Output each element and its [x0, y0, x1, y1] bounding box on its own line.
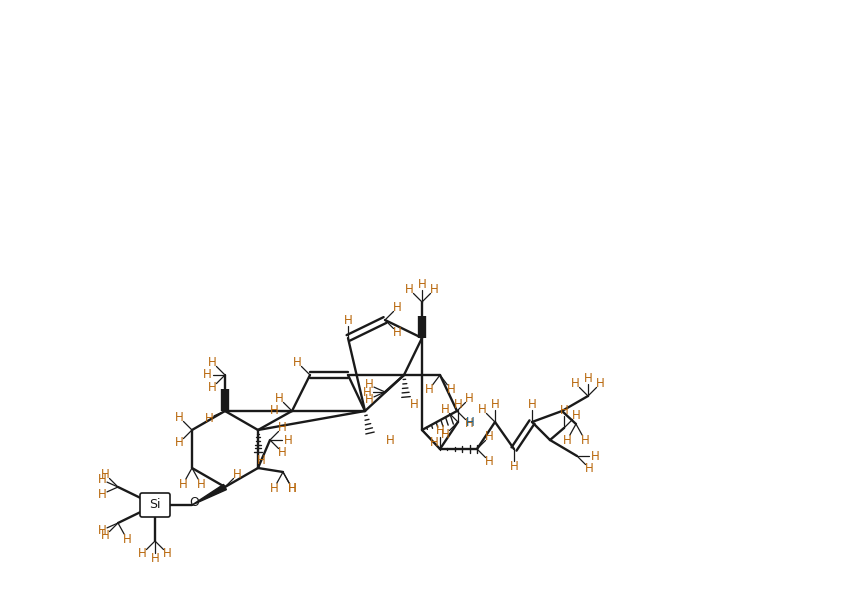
Text: H: H [385, 435, 395, 448]
Text: Si: Si [149, 499, 160, 511]
Text: H: H [208, 356, 217, 369]
Text: H: H [454, 397, 462, 411]
Text: H: H [202, 368, 211, 381]
Text: H: H [204, 412, 213, 425]
Text: H: H [98, 473, 106, 486]
Text: H: H [123, 533, 131, 546]
Text: H: H [98, 524, 106, 537]
Text: H: H [465, 417, 474, 430]
Polygon shape [192, 484, 227, 505]
Text: H: H [257, 454, 265, 467]
Text: H: H [486, 430, 494, 443]
Text: H: H [491, 397, 499, 411]
Text: H: H [510, 460, 518, 473]
Text: H: H [284, 433, 293, 446]
Text: H: H [486, 455, 494, 468]
Text: H: H [101, 529, 110, 542]
Text: H: H [278, 446, 287, 459]
Text: H: H [175, 436, 184, 449]
Text: H: H [293, 356, 302, 369]
Text: H: H [163, 547, 172, 560]
Text: H: H [287, 482, 296, 495]
Text: H: H [563, 433, 571, 447]
Text: H: H [425, 383, 433, 396]
Text: H: H [581, 433, 589, 447]
Text: H: H [393, 326, 402, 339]
Text: H: H [446, 383, 456, 396]
Text: H: H [101, 468, 110, 481]
Text: H: H [528, 397, 536, 411]
Text: H: H [405, 283, 414, 296]
Text: H: H [583, 371, 592, 384]
Text: H: H [409, 398, 419, 411]
Text: H: H [441, 403, 450, 416]
Text: H: H [269, 405, 278, 418]
Text: H: H [275, 392, 284, 405]
Text: H: H [196, 478, 205, 491]
Text: H: H [269, 482, 278, 495]
Text: H: H [465, 392, 474, 405]
Text: H: H [418, 278, 426, 290]
Text: H: H [365, 393, 373, 406]
Text: H: H [585, 462, 594, 475]
Text: H: H [278, 421, 287, 434]
Text: H: H [478, 403, 486, 416]
Text: H: H [571, 377, 580, 390]
Text: H: H [596, 377, 605, 390]
Text: H: H [178, 478, 187, 491]
Text: O: O [189, 497, 199, 510]
Text: H: H [138, 547, 147, 560]
Text: H: H [393, 301, 402, 314]
Text: H: H [363, 386, 372, 398]
Text: H: H [175, 411, 184, 424]
Text: H: H [441, 428, 450, 441]
Text: H: H [343, 314, 353, 327]
FancyBboxPatch shape [140, 493, 170, 517]
Text: H: H [98, 488, 106, 500]
Text: H: H [365, 378, 373, 391]
Text: H: H [208, 381, 217, 394]
Text: H: H [233, 468, 242, 481]
Text: H: H [572, 409, 581, 422]
Text: H: H [287, 482, 296, 495]
Text: H: H [430, 283, 439, 296]
Text: H: H [590, 449, 600, 462]
Text: H: H [436, 424, 444, 438]
Text: H: H [151, 553, 160, 565]
Text: H: H [559, 403, 568, 416]
Text: H: H [430, 436, 439, 449]
Text: H: H [466, 416, 474, 429]
